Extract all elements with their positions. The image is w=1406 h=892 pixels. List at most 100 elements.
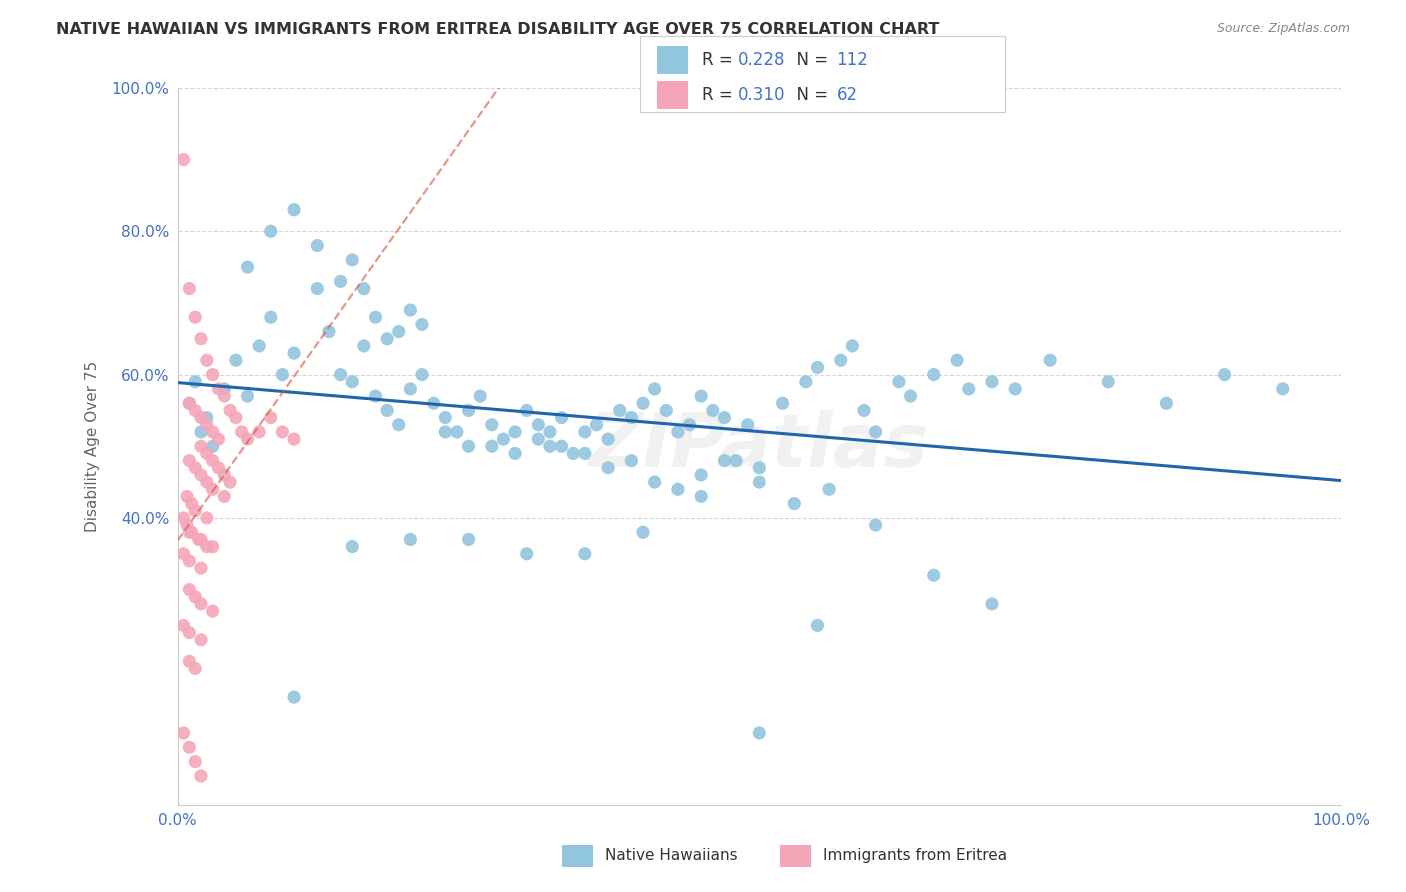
Text: R =: R =: [702, 86, 738, 103]
Text: 62: 62: [837, 86, 858, 103]
Point: [446, 425, 468, 439]
Text: 0.310: 0.310: [738, 86, 786, 103]
Point: [527, 417, 550, 432]
Point: [184, 375, 207, 389]
Point: [329, 368, 352, 382]
Point: [748, 475, 770, 489]
Point: [481, 417, 503, 432]
Point: [260, 410, 283, 425]
Point: [411, 318, 433, 332]
Point: [748, 460, 770, 475]
Point: [214, 382, 236, 396]
Point: [225, 410, 247, 425]
Point: [179, 525, 201, 540]
Point: [631, 396, 654, 410]
Point: [516, 547, 538, 561]
Point: [922, 568, 945, 582]
Point: [271, 425, 294, 439]
Point: [598, 460, 620, 475]
Point: [179, 582, 201, 597]
Point: [184, 504, 207, 518]
Point: [841, 339, 863, 353]
Point: [644, 475, 666, 489]
Point: [173, 153, 195, 167]
Point: [271, 368, 294, 382]
Text: Source: ZipAtlas.com: Source: ZipAtlas.com: [1216, 22, 1350, 36]
Point: [231, 425, 253, 439]
Point: [806, 618, 828, 632]
Point: [219, 475, 242, 489]
Point: [399, 382, 422, 396]
Point: [187, 533, 209, 547]
Point: [173, 726, 195, 740]
Point: [375, 403, 398, 417]
Point: [173, 547, 195, 561]
Point: [195, 446, 218, 460]
Point: [527, 432, 550, 446]
Point: [434, 425, 457, 439]
Point: [666, 425, 689, 439]
Point: [1097, 375, 1119, 389]
Point: [375, 332, 398, 346]
Point: [806, 360, 828, 375]
Point: [713, 410, 735, 425]
Point: [190, 410, 212, 425]
Point: [190, 632, 212, 647]
Point: [184, 661, 207, 675]
Point: [492, 432, 515, 446]
Point: [195, 417, 218, 432]
Point: [179, 554, 201, 568]
Point: [1004, 382, 1026, 396]
Point: [179, 282, 201, 296]
Point: [179, 740, 201, 755]
Point: [399, 303, 422, 318]
Point: [725, 453, 748, 467]
Point: [783, 497, 806, 511]
Point: [184, 403, 207, 417]
Point: [195, 475, 218, 489]
Point: [318, 325, 340, 339]
Point: [598, 432, 620, 446]
Point: [180, 497, 202, 511]
Point: [609, 403, 631, 417]
Point: [283, 690, 305, 705]
Point: [457, 533, 479, 547]
Point: [190, 332, 212, 346]
Point: [219, 403, 242, 417]
Point: [195, 540, 218, 554]
Point: [225, 353, 247, 368]
Point: [574, 425, 596, 439]
Point: [184, 460, 207, 475]
Point: [184, 310, 207, 325]
Point: [503, 446, 526, 460]
Point: [179, 654, 201, 668]
Point: [550, 439, 572, 453]
Point: [195, 410, 218, 425]
Point: [1271, 382, 1294, 396]
Point: [329, 274, 352, 288]
Point: [481, 439, 503, 453]
Point: [179, 453, 201, 467]
Point: [794, 375, 817, 389]
Point: [342, 375, 364, 389]
Point: [201, 482, 224, 496]
Point: [574, 547, 596, 561]
Point: [190, 561, 212, 575]
Point: [772, 396, 794, 410]
Point: [562, 446, 585, 460]
Text: 112: 112: [837, 51, 869, 69]
Point: [173, 511, 195, 525]
Point: [1213, 368, 1236, 382]
Point: [887, 375, 910, 389]
Point: [388, 325, 411, 339]
Point: [283, 202, 305, 217]
Point: [236, 432, 259, 446]
Point: [503, 425, 526, 439]
Text: Native Hawaiians: Native Hawaiians: [605, 848, 737, 863]
Point: [620, 453, 643, 467]
Point: [176, 518, 198, 533]
Point: [207, 382, 229, 396]
Point: [388, 417, 411, 432]
Point: [364, 310, 387, 325]
Point: [184, 590, 207, 604]
